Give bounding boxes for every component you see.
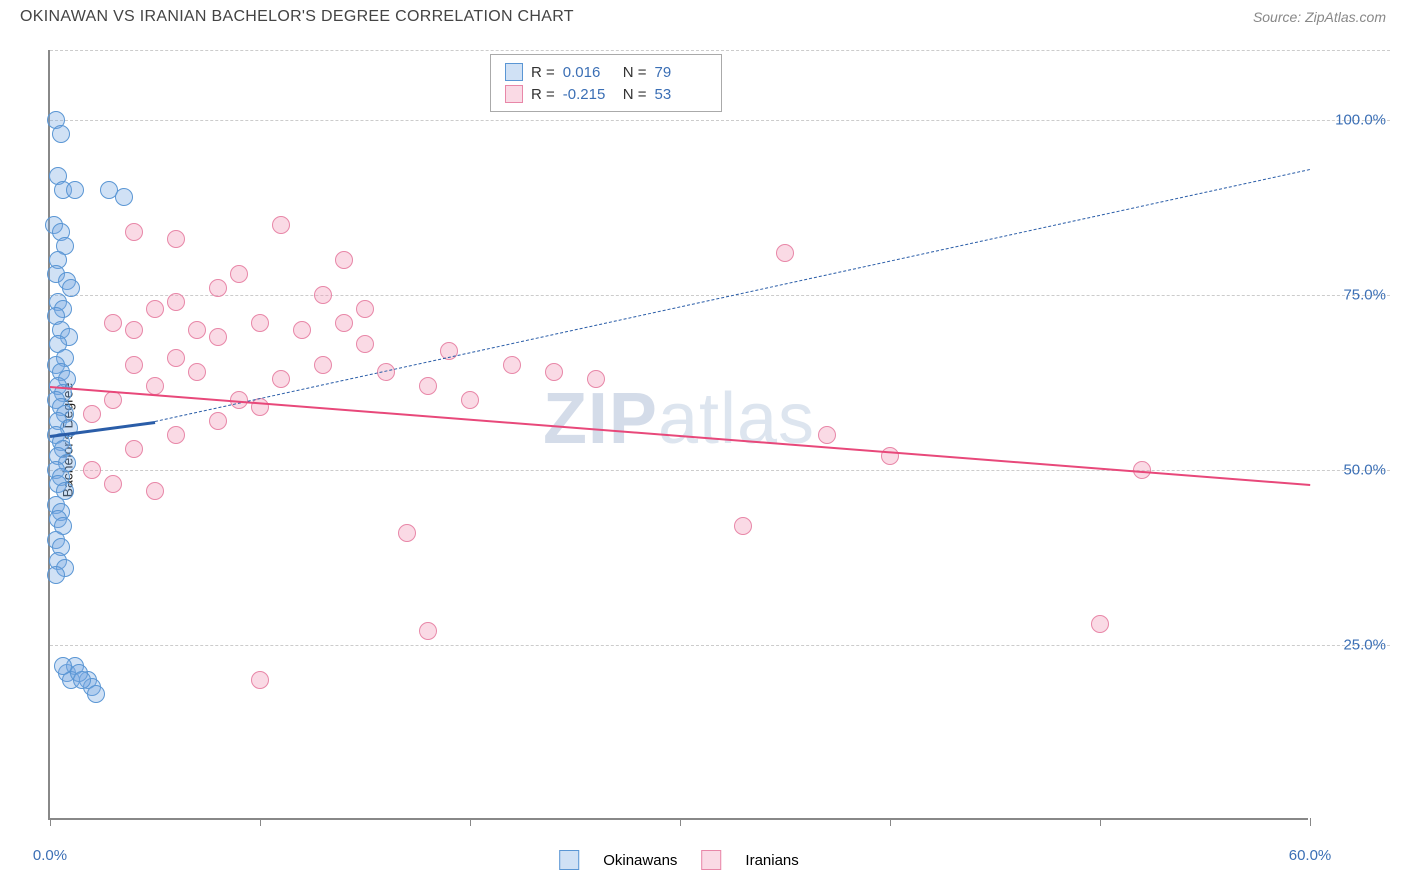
x-tick [50,818,51,826]
legend-swatch-okinawans [559,850,579,870]
data-point-iranians [167,349,185,367]
data-point-iranians [167,426,185,444]
data-point-iranians [251,671,269,689]
data-point-iranians [881,447,899,465]
data-point-okinawans [52,125,70,143]
r-label: R = [531,64,555,81]
data-point-iranians [167,230,185,248]
data-point-iranians [356,335,374,353]
n-label: N = [623,64,647,81]
data-point-iranians [251,398,269,416]
data-point-iranians [167,293,185,311]
watermark-light: atlas [658,379,815,459]
x-tick [1100,818,1101,826]
data-point-iranians [335,314,353,332]
data-point-iranians [125,440,143,458]
data-point-iranians [419,377,437,395]
data-point-iranians [209,412,227,430]
r-value-okinawans: 0.016 [563,64,615,81]
data-point-iranians [272,370,290,388]
data-point-iranians [818,426,836,444]
r-label: R = [531,86,555,103]
data-point-iranians [104,391,122,409]
data-point-iranians [398,524,416,542]
plot-area: ZIPatlas R = 0.016 N = 79 R = -0.215 N =… [48,50,1308,820]
data-point-iranians [251,314,269,332]
y-tick-label: 25.0% [1343,637,1386,654]
legend-label-okinawans: Okinawans [603,852,677,869]
data-point-okinawans [47,566,65,584]
gridline [50,470,1390,471]
stats-legend: R = 0.016 N = 79 R = -0.215 N = 53 [490,54,722,112]
series-legend: Okinawans Iranians [559,850,799,870]
swatch-iranians [505,85,523,103]
data-point-iranians [146,300,164,318]
chart-container: Bachelor's Degree ZIPatlas R = 0.016 N =… [48,50,1388,830]
data-point-iranians [104,314,122,332]
data-point-iranians [188,363,206,381]
x-tick [1310,818,1311,826]
stats-row-iranians: R = -0.215 N = 53 [505,83,707,105]
data-point-iranians [734,517,752,535]
legend-swatch-iranians [701,850,721,870]
data-point-okinawans [115,188,133,206]
data-point-okinawans [73,671,91,689]
gridline [50,120,1390,121]
swatch-okinawans [505,63,523,81]
data-point-iranians [545,363,563,381]
watermark-bold: ZIP [543,379,658,459]
data-point-okinawans [66,181,84,199]
data-point-iranians [125,321,143,339]
chart-title: OKINAWAN VS IRANIAN BACHELOR'S DEGREE CO… [20,8,574,26]
data-point-iranians [209,279,227,297]
data-point-iranians [503,356,521,374]
data-point-iranians [209,328,227,346]
stats-row-okinawans: R = 0.016 N = 79 [505,61,707,83]
data-point-iranians [419,622,437,640]
data-point-iranians [272,216,290,234]
data-point-okinawans [62,279,80,297]
gridline [50,645,1390,646]
data-point-iranians [356,300,374,318]
y-tick-label: 50.0% [1343,462,1386,479]
x-tick [890,818,891,826]
watermark: ZIPatlas [543,378,815,460]
gridline [50,50,1390,51]
data-point-okinawans [54,657,72,675]
data-point-iranians [230,265,248,283]
data-point-iranians [83,461,101,479]
gridline [50,295,1390,296]
r-value-iranians: -0.215 [563,86,615,103]
n-value-okinawans: 79 [655,64,707,81]
data-point-iranians [776,244,794,262]
data-point-iranians [587,370,605,388]
data-point-iranians [293,321,311,339]
data-point-iranians [125,223,143,241]
x-tick [260,818,261,826]
x-tick [680,818,681,826]
data-point-iranians [146,482,164,500]
x-tick-label: 0.0% [33,847,67,864]
data-point-iranians [314,286,332,304]
data-point-iranians [335,251,353,269]
data-point-iranians [104,475,122,493]
n-label: N = [623,86,647,103]
data-point-iranians [188,321,206,339]
legend-label-iranians: Iranians [745,852,798,869]
x-tick [470,818,471,826]
y-tick-label: 75.0% [1343,287,1386,304]
data-point-iranians [83,405,101,423]
y-tick-label: 100.0% [1335,112,1386,129]
data-point-iranians [1091,615,1109,633]
data-point-iranians [461,391,479,409]
data-point-iranians [146,377,164,395]
n-value-iranians: 53 [655,86,707,103]
data-point-okinawans [87,685,105,703]
source-label: Source: ZipAtlas.com [1253,9,1386,25]
data-point-iranians [314,356,332,374]
x-tick-label: 60.0% [1289,847,1332,864]
data-point-iranians [125,356,143,374]
